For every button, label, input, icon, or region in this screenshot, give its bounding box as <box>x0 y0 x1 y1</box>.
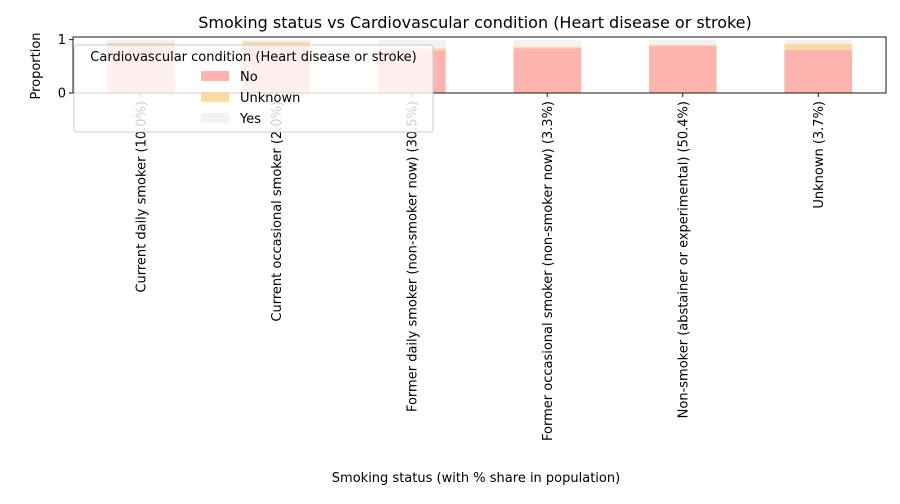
bar-yes-3 <box>513 39 582 47</box>
x-tick-label: Former occasional smoker (non-smoker now… <box>541 101 556 441</box>
legend-label-unknown: Unknown <box>240 91 300 106</box>
legend: Cardiovascular condition (Heart disease … <box>73 44 434 133</box>
bar-yes-4 <box>648 39 717 45</box>
y-tick-label: 0 <box>58 87 66 102</box>
bar-yes-0 <box>106 39 175 43</box>
legend-box <box>73 44 434 133</box>
y-tick-label: 1 <box>58 33 66 48</box>
bar-yes-5 <box>784 39 853 44</box>
bar-unknown-4 <box>648 45 717 47</box>
bar-unknown-5 <box>784 43 853 50</box>
legend-swatch-yes <box>201 113 229 123</box>
legend-label-no: No <box>240 70 258 85</box>
bar-no-3 <box>513 48 582 93</box>
x-tick-label: Non-smoker (abstainer or experimental) (… <box>676 101 691 418</box>
legend-title: Cardiovascular condition (Heart disease … <box>90 50 416 65</box>
bar-no-4 <box>648 46 717 93</box>
legend-label-yes: Yes <box>239 112 261 127</box>
bar-unknown-0 <box>106 42 175 45</box>
x-tick-label: Unknown (3.7%) <box>812 101 827 209</box>
legend-swatch-no <box>201 71 229 81</box>
axes-layer: 0 1 Current daily smoker (10.0%) Current oc… <box>58 33 887 441</box>
bar-yes-1 <box>242 39 311 42</box>
x-tick-label: Current daily smoker (10.0%) <box>134 101 149 293</box>
x-axis-label: Smoking status (with % share in populati… <box>332 471 620 486</box>
x-tick-label: Former daily smoker (non-smoker now) (30… <box>405 101 420 412</box>
bar-no-5 <box>784 49 853 93</box>
plot-frame <box>72 36 887 94</box>
bar-unknown-3 <box>513 46 582 49</box>
chart-title: Smoking status vs Cardiovascular conditi… <box>198 13 752 32</box>
y-axis-label: Proportion <box>29 32 44 99</box>
x-tick-label: Current occasional smoker (2.0%) <box>270 101 285 322</box>
bar-yes-2 <box>377 39 446 49</box>
bar-unknown-1 <box>242 41 311 46</box>
legend-swatch-unknown <box>201 92 229 102</box>
